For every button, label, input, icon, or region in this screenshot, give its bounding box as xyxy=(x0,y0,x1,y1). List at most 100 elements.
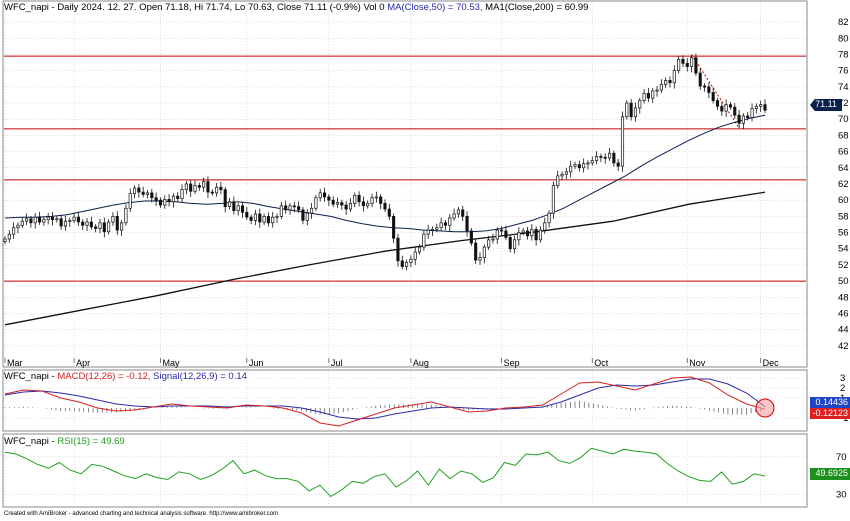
rsi-panel-header: WFC_napi - RSI(15) = 49.69 xyxy=(4,436,125,447)
candle-up xyxy=(279,205,283,217)
price-tick-label: 56 xyxy=(838,228,849,239)
rsi-header-prefix: WFC_napi - xyxy=(4,436,58,447)
axis-labels: Mar Apr May Jun Jul Aug Sep Oct Nov Dec 42 44 46 48 50… xyxy=(4,17,849,501)
candle-down xyxy=(81,221,85,226)
macd-header-macd: MACD(12,26) = -0.12, xyxy=(57,371,151,382)
candle-up xyxy=(547,212,551,224)
candle-down xyxy=(685,63,689,67)
candle-up xyxy=(430,228,435,231)
candle-down xyxy=(284,205,288,211)
candle-down xyxy=(150,192,154,199)
candle-up xyxy=(184,183,188,190)
candle-up xyxy=(512,239,517,250)
candle-up xyxy=(68,220,72,222)
last-price-label: 71.11 xyxy=(810,99,842,111)
price-tick-label: 60 xyxy=(838,195,849,206)
price-tick-label: 66 xyxy=(838,147,849,158)
candle-down xyxy=(392,216,396,239)
candle-up xyxy=(741,115,745,124)
candle-up xyxy=(353,194,357,204)
candle-down xyxy=(292,205,296,208)
month-label: Jul xyxy=(331,358,343,368)
price-tick-label: 42 xyxy=(838,341,849,352)
candle-down xyxy=(746,115,750,118)
candle-down xyxy=(707,86,711,93)
candle-down xyxy=(50,216,55,220)
month-label: May xyxy=(162,358,180,368)
candle-up xyxy=(435,227,439,230)
candle-up xyxy=(551,185,555,214)
candle-up xyxy=(314,197,318,209)
candle-up xyxy=(335,202,340,205)
candle-up xyxy=(426,229,430,235)
macd-header-prefix: WFC_napi - xyxy=(4,371,58,382)
candle-up xyxy=(236,205,240,212)
candle-up xyxy=(452,213,456,219)
rsi-layer xyxy=(4,447,766,498)
rsi-value-label: 49.6925 xyxy=(810,468,850,480)
candle-down xyxy=(210,191,214,194)
candle-down xyxy=(702,85,707,88)
candle-up xyxy=(25,218,29,222)
macd-header-signal: Signal(12,26,9) = 0.14 xyxy=(153,371,247,382)
candle-down xyxy=(245,211,249,218)
candle-up xyxy=(163,199,167,206)
candle-down xyxy=(534,228,538,241)
candle-down xyxy=(167,199,171,203)
candle-up xyxy=(638,100,642,109)
candle-up xyxy=(288,205,292,211)
candle-up xyxy=(495,229,499,240)
candle-up xyxy=(690,57,694,67)
candle-down xyxy=(331,199,335,205)
candle-up xyxy=(20,220,24,226)
candle-up xyxy=(569,165,573,173)
candle-down xyxy=(266,216,270,224)
candle-down xyxy=(383,203,387,210)
candle-down xyxy=(297,206,301,211)
price-tick-label: 70 xyxy=(838,114,849,125)
candle-down xyxy=(720,105,724,112)
candle-up xyxy=(42,219,46,223)
rsi-line xyxy=(4,447,766,498)
price-tick-label: 68 xyxy=(838,130,849,141)
candle-up xyxy=(310,207,314,214)
candle-down xyxy=(76,216,80,223)
candle-up xyxy=(582,163,586,169)
candle-up xyxy=(625,102,629,118)
candle-down xyxy=(668,80,672,84)
candle-down xyxy=(89,221,93,228)
rsi-tick-label: 30 xyxy=(836,490,847,501)
candle-up xyxy=(750,108,754,118)
candle-down xyxy=(698,72,702,87)
macd-panel-frame xyxy=(2,369,808,432)
candle-up xyxy=(409,258,413,263)
macd-layer xyxy=(4,376,775,427)
candle-down xyxy=(681,58,685,64)
candle-up xyxy=(543,222,547,231)
candle-down xyxy=(646,92,650,99)
candle-down xyxy=(733,106,737,116)
candle-up xyxy=(3,238,7,242)
price-tick-label: 62 xyxy=(838,179,849,190)
candle-up xyxy=(478,257,482,261)
price-tick-label: 46 xyxy=(838,308,849,319)
candle-down xyxy=(465,216,469,232)
candle-up xyxy=(413,251,417,260)
candle-up xyxy=(677,58,681,72)
candle-down xyxy=(443,222,448,226)
candle-down xyxy=(469,230,473,244)
candle-down xyxy=(361,201,365,207)
price-tick-label: 48 xyxy=(838,292,849,303)
candle-down xyxy=(474,242,478,261)
candle-up xyxy=(72,216,76,221)
candle-up xyxy=(63,220,68,227)
price-tick-label: 74 xyxy=(838,82,849,93)
candle-down xyxy=(763,104,767,111)
candle-down xyxy=(500,229,504,232)
candle-up xyxy=(659,84,663,91)
candle-up xyxy=(633,107,638,118)
candle-up xyxy=(145,192,150,195)
candle-down xyxy=(115,216,119,231)
candle-down xyxy=(158,199,163,206)
